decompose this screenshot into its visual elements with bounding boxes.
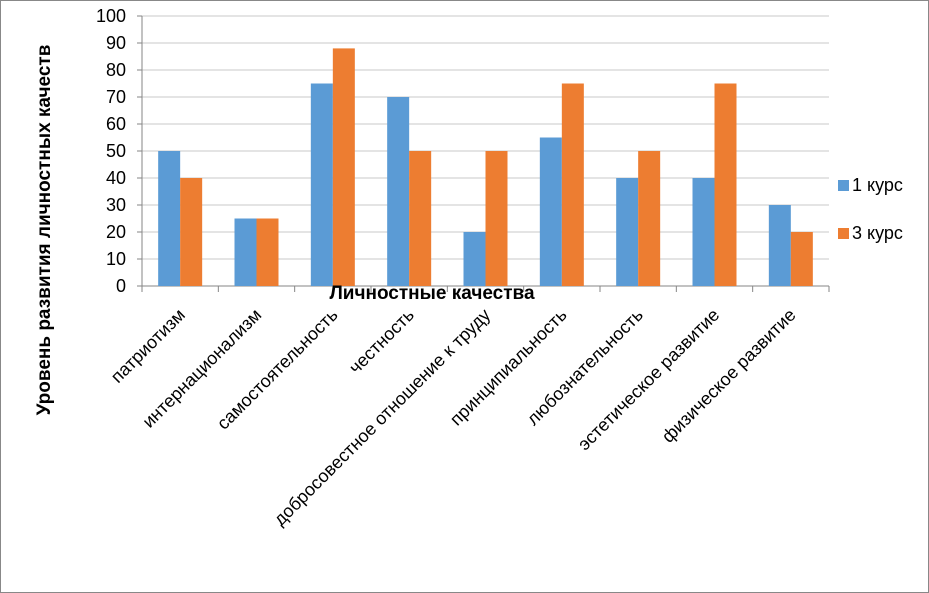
bar-2 (180, 178, 203, 286)
bar-2 (638, 151, 661, 286)
bar-2 (485, 151, 508, 286)
y-tick-label: 60 (106, 114, 126, 134)
bar-1 (234, 218, 257, 286)
y-tick-label: 20 (106, 222, 126, 242)
bar-1 (387, 97, 410, 286)
category-label: патриотизм (107, 305, 189, 387)
y-tick-label: 100 (96, 6, 126, 26)
bar-1 (158, 151, 181, 286)
bar-1 (463, 232, 486, 286)
y-tick-label: 80 (106, 60, 126, 80)
bar-1 (692, 178, 715, 286)
bar-1 (310, 83, 333, 286)
bar-1 (539, 137, 562, 286)
category-labels: патриотизминтернационализмсамостоятельно… (107, 305, 800, 530)
x-axis-title: Личностные качества (329, 283, 535, 304)
legend-label: 3 курс (852, 223, 903, 243)
y-tick-label: 70 (106, 87, 126, 107)
y-tick-label: 30 (106, 195, 126, 215)
legend-swatch (838, 228, 849, 239)
legend-swatch (838, 180, 849, 191)
legend-label: 1 курс (852, 175, 903, 195)
bar-1 (616, 178, 639, 286)
category-label: эстетическое развитие (574, 305, 724, 455)
bars (158, 48, 813, 287)
y-tick-label: 0 (116, 276, 126, 296)
bar-2 (790, 232, 813, 286)
y-tick-labels: 0 10 20 30 40 50 60 70 80 90 100 (96, 6, 126, 296)
bar-2 (332, 48, 355, 287)
category-label: честность (345, 305, 418, 378)
y-tick-label: 10 (106, 249, 126, 269)
y-tick-label: 40 (106, 168, 126, 188)
bar-2 (256, 218, 279, 286)
legend: 1 курс 3 курс (838, 175, 903, 243)
bar-1 (768, 205, 791, 286)
bar-2 (714, 83, 737, 286)
category-label: физическое развитие (658, 305, 800, 447)
y-tick-label: 50 (106, 141, 126, 161)
y-axis-title: Уровень развития личностных качеств (34, 45, 55, 416)
bar-2 (561, 83, 584, 286)
y-tick-label: 90 (106, 33, 126, 53)
bar-2 (409, 151, 432, 286)
